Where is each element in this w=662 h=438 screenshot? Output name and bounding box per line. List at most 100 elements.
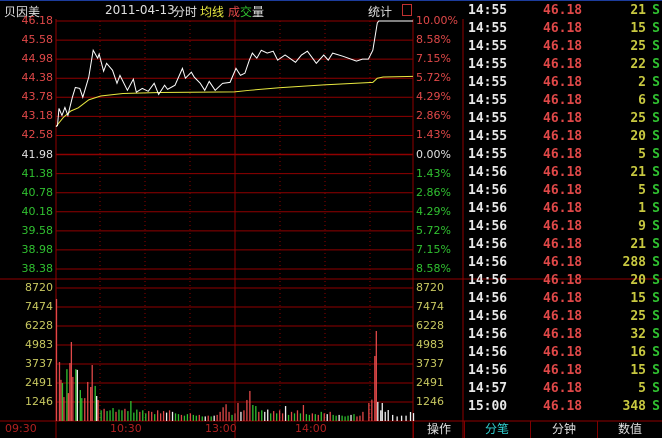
- tick-time: 14:55: [468, 57, 508, 72]
- volume-tick-label-right: 3737: [416, 357, 444, 370]
- tick-time: 14:56: [468, 201, 508, 216]
- tick-volume: 15: [630, 363, 646, 378]
- tick-time: 14:56: [468, 255, 508, 270]
- tick-time: 14:56: [468, 165, 508, 180]
- tick-time: 14:56: [468, 345, 508, 360]
- tick-volume: 2: [638, 75, 646, 90]
- tick-volume: 1: [638, 201, 646, 216]
- tick-price: 46.18: [543, 21, 583, 36]
- tick-side: S: [652, 111, 660, 126]
- percent-tick-label: 8.58%: [416, 33, 451, 47]
- volume-tick-label: 7474: [25, 300, 53, 313]
- percent-tick-label: 7.15%: [416, 52, 451, 66]
- tick-price: 46.18: [543, 129, 583, 144]
- tab-minutes[interactable]: 分钟: [531, 421, 598, 438]
- tick-row: 14:56 46.18 15 S: [464, 290, 662, 308]
- tab-ticks[interactable]: 分笔: [464, 421, 531, 438]
- tick-price: 46.18: [543, 165, 583, 180]
- tick-time: 14:56: [468, 291, 508, 306]
- tick-price: 46.18: [543, 111, 583, 126]
- window-toggle-icon[interactable]: [402, 4, 412, 16]
- percent-tick-label: 1.43%: [416, 128, 451, 142]
- tick-volume: 348: [622, 399, 646, 414]
- tick-row: 14:56 46.18 21 S: [464, 236, 662, 254]
- chart-mode: 分时: [173, 5, 198, 19]
- tick-side: S: [652, 39, 660, 54]
- tick-time: 14:56: [468, 273, 508, 288]
- tick-side: S: [652, 219, 660, 234]
- volume-label-1[interactable]: 成: [228, 5, 241, 19]
- tick-price: 46.18: [543, 183, 583, 198]
- tick-time: 14:55: [468, 147, 508, 162]
- tick-side: S: [652, 291, 660, 306]
- time-axis-label: 14:00: [295, 422, 327, 435]
- avg-line-toggle[interactable]: 均线: [200, 5, 225, 19]
- volume-label-2[interactable]: 交: [240, 5, 253, 19]
- tick-row: 14:55 46.18 6 S: [464, 92, 662, 110]
- tick-side: S: [652, 327, 660, 342]
- tick-price: 46.18: [543, 255, 583, 270]
- tick-row: 14:56 46.18 16 S: [464, 344, 662, 362]
- tick-volume: 20: [630, 129, 646, 144]
- tick-side: S: [652, 237, 660, 252]
- price-tick-label: 43.78: [21, 90, 54, 104]
- tick-volume: 32: [630, 327, 646, 342]
- tick-time: 14:56: [468, 219, 508, 234]
- tick-row: 14:55 46.18 20 S: [464, 128, 662, 146]
- tick-volume: 25: [630, 309, 646, 324]
- tick-time: 14:55: [468, 129, 508, 144]
- tick-row: 14:55 46.18 22 S: [464, 56, 662, 74]
- tick-row: 14:56 46.18 21 S: [464, 164, 662, 182]
- percent-tick-label: 2.86%: [416, 109, 451, 123]
- tick-side: S: [652, 399, 660, 414]
- tick-price: 46.18: [543, 363, 583, 378]
- tick-side: S: [652, 183, 660, 198]
- tick-time: 14:56: [468, 309, 508, 324]
- tab-values[interactable]: 数值: [598, 421, 662, 438]
- tick-time: 15:00: [468, 399, 508, 414]
- operate-button[interactable]: 操作: [413, 421, 465, 438]
- tick-side: S: [652, 363, 660, 378]
- volume-tick-label-right: 7474: [416, 300, 444, 313]
- volume-label-3[interactable]: 量: [252, 5, 265, 19]
- volume-tick-label-right: 6228: [416, 319, 444, 332]
- price-tick-label: 43.18: [21, 109, 54, 123]
- tick-side: S: [652, 147, 660, 162]
- average-price-line: [55, 75, 414, 127]
- tick-side: S: [652, 21, 660, 36]
- tick-side: S: [652, 309, 660, 324]
- price-tick-label: 46.18: [21, 14, 54, 27]
- tick-row: 14:55 46.18 2 S: [464, 74, 662, 92]
- stats-button[interactable]: 统计: [368, 5, 393, 19]
- tick-row: 14:56 46.18 20 S: [464, 272, 662, 290]
- tick-row: 14:55 46.18 15 S: [464, 20, 662, 38]
- volume-tick-label: 2491: [25, 376, 53, 389]
- price-line: [55, 20, 413, 127]
- tick-volume: 5: [638, 147, 646, 162]
- percent-tick-label: 5.72%: [416, 223, 451, 237]
- tick-volume: 5: [638, 381, 646, 396]
- tick-time: 14:55: [468, 3, 508, 18]
- top-border: [0, 0, 662, 1]
- percent-tick-label: 2.86%: [416, 185, 451, 199]
- tick-volume: 25: [630, 39, 646, 54]
- percent-tick-label: 10.00%: [416, 14, 458, 27]
- tick-volume: 15: [630, 291, 646, 306]
- percent-tick-label: 7.15%: [416, 242, 451, 256]
- tick-volume: 5: [638, 183, 646, 198]
- tick-price: 46.18: [543, 345, 583, 360]
- tick-price: 46.18: [543, 201, 583, 216]
- tick-row: 14:56 46.18 25 S: [464, 308, 662, 326]
- tick-row: 14:55 46.18 25 S: [464, 110, 662, 128]
- volume-tick-label: 1246: [25, 395, 53, 408]
- tick-volume: 21: [630, 3, 646, 18]
- percent-tick-label: 4.29%: [416, 204, 451, 218]
- tick-row: 14:56 46.18 1 S: [464, 200, 662, 218]
- percent-tick-label: 0.00%: [416, 147, 451, 161]
- tick-price: 46.18: [543, 39, 583, 54]
- tick-price: 46.18: [543, 273, 583, 288]
- tick-row: 14:56 46.18 32 S: [464, 326, 662, 344]
- price-tick-label: 39.58: [21, 223, 54, 237]
- volume-tick-label-right: 4983: [416, 338, 444, 351]
